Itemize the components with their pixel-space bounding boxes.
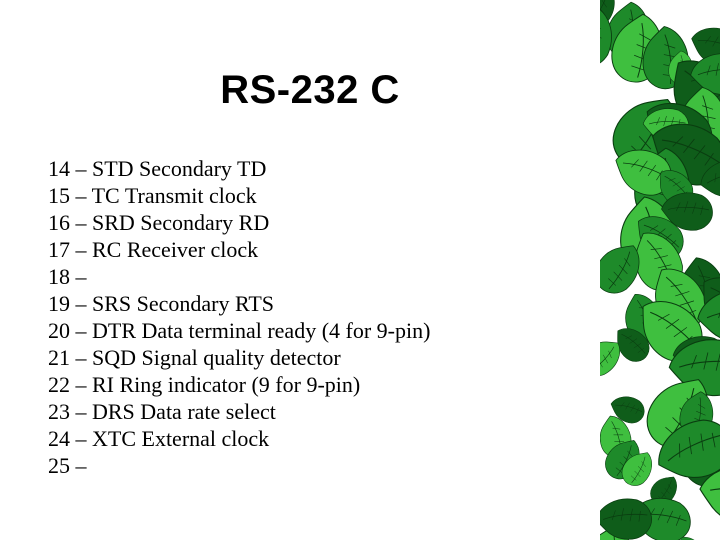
pin-number: 24 xyxy=(48,426,70,451)
pin-row: 15 – TC Transmit clock xyxy=(48,182,568,209)
pin-label: DRS Data rate select xyxy=(92,399,276,424)
pin-separator: – xyxy=(70,426,92,451)
pin-separator: – xyxy=(70,372,92,397)
pin-label: SQD Signal quality detector xyxy=(92,345,341,370)
pin-definition-list: 14 – STD Secondary TD15 – TC Transmit cl… xyxy=(48,155,568,479)
pin-number: 15 xyxy=(48,183,70,208)
pin-separator: – xyxy=(70,237,92,262)
pin-separator: – xyxy=(70,183,92,208)
pin-separator: – xyxy=(70,453,87,478)
pin-separator: – xyxy=(70,291,92,316)
pin-row: 14 – STD Secondary TD xyxy=(48,155,568,182)
pin-row: 24 – XTC External clock xyxy=(48,425,568,452)
pin-label: STD Secondary TD xyxy=(92,156,266,181)
pin-separator: – xyxy=(70,264,87,289)
pin-number: 17 xyxy=(48,237,70,262)
pin-row: 22 – RI Ring indicator (9 for 9-pin) xyxy=(48,371,568,398)
pin-label: RI Ring indicator (9 for 9-pin) xyxy=(92,372,360,397)
pin-number: 18 xyxy=(48,264,70,289)
pin-label: DTR Data terminal ready (4 for 9-pin) xyxy=(92,318,430,343)
pin-label: TC Transmit clock xyxy=(92,183,257,208)
pin-label: RC Receiver clock xyxy=(92,237,258,262)
pin-label: SRD Secondary RD xyxy=(92,210,269,235)
leaf-decoration xyxy=(600,0,720,540)
slide-title: RS-232 C xyxy=(0,68,620,113)
slide: RS-232 C 14 – STD Secondary TD15 – TC Tr… xyxy=(0,0,720,540)
pin-number: 23 xyxy=(48,399,70,424)
pin-row: 16 – SRD Secondary RD xyxy=(48,209,568,236)
pin-separator: – xyxy=(70,399,92,424)
pin-separator: – xyxy=(70,156,92,181)
pin-row: 25 – xyxy=(48,452,568,479)
pin-row: 23 – DRS Data rate select xyxy=(48,398,568,425)
pin-row: 19 – SRS Secondary RTS xyxy=(48,290,568,317)
pin-number: 19 xyxy=(48,291,70,316)
pin-label: XTC External clock xyxy=(92,426,269,451)
pin-separator: – xyxy=(70,210,92,235)
pin-row: 17 – RC Receiver clock xyxy=(48,236,568,263)
pin-row: 20 – DTR Data terminal ready (4 for 9-pi… xyxy=(48,317,568,344)
pin-number: 21 xyxy=(48,345,70,370)
pin-row: 21 – SQD Signal quality detector xyxy=(48,344,568,371)
pin-number: 16 xyxy=(48,210,70,235)
pin-row: 18 – xyxy=(48,263,568,290)
pin-number: 25 xyxy=(48,453,70,478)
pin-separator: – xyxy=(70,318,92,343)
pin-number: 22 xyxy=(48,372,70,397)
pin-separator: – xyxy=(70,345,92,370)
pin-number: 20 xyxy=(48,318,70,343)
pin-label: SRS Secondary RTS xyxy=(92,291,274,316)
pin-number: 14 xyxy=(48,156,70,181)
